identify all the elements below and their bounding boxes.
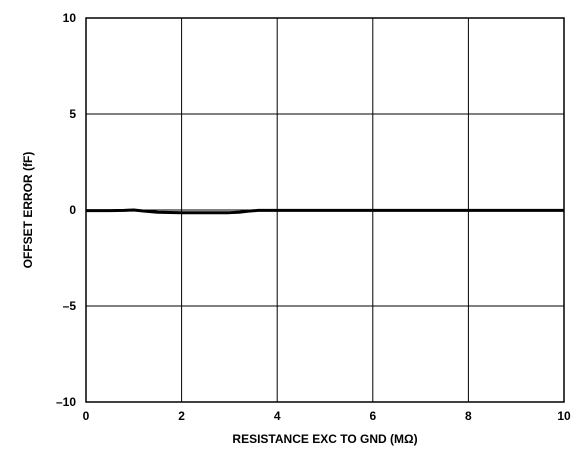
series-line xyxy=(86,208,564,215)
y-tick-label: 5 xyxy=(69,107,76,121)
x-tick-label: 0 xyxy=(83,409,90,423)
y-tick-label: –5 xyxy=(63,299,77,313)
y-tick-label: 0 xyxy=(69,203,76,217)
x-tick-label: 10 xyxy=(557,409,571,423)
series-group xyxy=(86,208,564,215)
x-tick-label: 4 xyxy=(274,409,281,423)
x-tick-label: 8 xyxy=(465,409,472,423)
y-tick-labels: 10 5 0 –5 –10 xyxy=(56,11,76,409)
x-tick-labels: 0 2 4 6 8 10 xyxy=(83,409,571,423)
y-axis-title: OFFSET ERROR (fF) xyxy=(21,152,35,269)
x-axis-title: RESISTANCE EXC TO GND (MΩ) xyxy=(232,432,417,446)
x-tick-label: 2 xyxy=(178,409,185,423)
y-tick-label: 10 xyxy=(63,11,77,25)
y-tick-label: –10 xyxy=(56,395,76,409)
x-tick-label: 6 xyxy=(369,409,376,423)
